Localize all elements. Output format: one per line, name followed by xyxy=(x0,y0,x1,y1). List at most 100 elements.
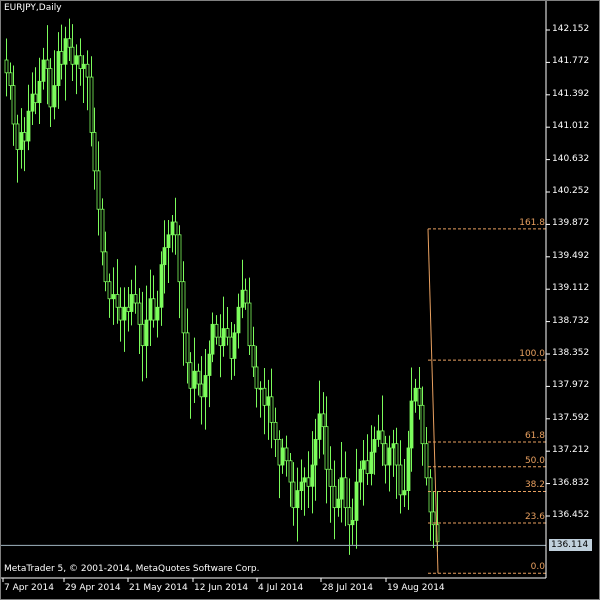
fibonacci-level-label: 161.8 xyxy=(519,217,545,228)
candle-body xyxy=(15,123,20,150)
candle-body xyxy=(376,430,381,440)
candle-body xyxy=(258,387,263,390)
price-tick-label: 139.112 xyxy=(552,283,590,294)
time-tick-label: 4 Jul 2014 xyxy=(258,583,304,593)
candle-body xyxy=(92,132,97,172)
price-tick-label: 136.832 xyxy=(552,477,590,488)
time-tick-label: 28 Jul 2014 xyxy=(322,583,373,593)
price-tick-label: 141.772 xyxy=(552,56,590,67)
candle-body xyxy=(185,332,190,364)
candle-body xyxy=(166,234,171,248)
candle-body xyxy=(70,46,75,65)
candle-body xyxy=(232,332,237,359)
candle-body xyxy=(196,370,201,385)
candle-body xyxy=(52,85,57,108)
candle-body xyxy=(133,294,138,304)
candle-body xyxy=(140,323,145,347)
candle-body xyxy=(210,323,215,355)
fibonacci-levels xyxy=(427,228,546,574)
price-tick-label: 140.252 xyxy=(552,186,590,196)
candle-body xyxy=(192,370,197,389)
price-tick-label: 136.452 xyxy=(552,510,590,520)
candle-body xyxy=(420,404,425,445)
candle-body xyxy=(155,306,160,321)
price-tick-label: 139.872 xyxy=(552,218,590,229)
candle-body xyxy=(428,477,433,513)
candle-body xyxy=(170,221,175,236)
candle-body xyxy=(306,477,311,487)
candle-body xyxy=(111,294,116,300)
candle-body xyxy=(321,413,326,428)
time-tick-label: 7 Apr 2014 xyxy=(4,583,54,593)
price-tick-label: 137.212 xyxy=(552,445,590,456)
candle-body xyxy=(188,362,193,389)
candle-body xyxy=(354,481,359,521)
candle-body xyxy=(295,490,300,509)
candle-body xyxy=(247,302,252,347)
price-tick-label: 142.152 xyxy=(552,24,590,34)
candle-body xyxy=(74,55,79,65)
candle-body xyxy=(203,375,208,398)
candle-body xyxy=(173,221,178,236)
candle-body xyxy=(137,302,142,325)
candle-body xyxy=(218,336,223,347)
candle-body xyxy=(115,294,120,308)
candle-body xyxy=(85,63,90,78)
price-tick-label: 141.012 xyxy=(552,121,590,132)
candle-body xyxy=(424,443,429,479)
candle-body xyxy=(45,59,50,69)
candle-body xyxy=(181,281,186,334)
candle-body xyxy=(262,387,267,406)
candle-body xyxy=(402,490,407,496)
candle-body xyxy=(302,477,307,483)
candle-body xyxy=(107,281,112,300)
copyright-text: MetaTrader 5, © 2001-2014, MetaQuotes So… xyxy=(4,564,260,574)
candle-body xyxy=(288,460,293,483)
candle-body xyxy=(214,323,219,338)
candle-body xyxy=(254,366,259,389)
candle-body xyxy=(96,170,101,210)
price-tick-label: 141.392 xyxy=(552,88,590,99)
candle-body xyxy=(417,387,422,406)
candle-body xyxy=(387,447,392,466)
price-tick-label: 140.632 xyxy=(552,153,590,164)
candle-body xyxy=(391,443,396,449)
candle-body xyxy=(48,68,53,108)
candle-body xyxy=(409,400,414,449)
candle-body xyxy=(277,439,282,466)
candle-body xyxy=(122,306,127,321)
candle-body xyxy=(284,447,289,462)
price-tick-label: 137.592 xyxy=(552,412,590,423)
candle-body xyxy=(372,439,377,453)
candle-body xyxy=(343,477,348,509)
candle-body xyxy=(30,93,35,112)
candle-body xyxy=(369,451,374,474)
candle-body xyxy=(22,132,27,142)
fibonacci-trend-line[interactable] xyxy=(427,228,439,574)
candle-body xyxy=(41,59,46,82)
candle-body xyxy=(59,51,64,65)
candle-body xyxy=(159,264,164,308)
candle-body xyxy=(317,413,322,440)
candle-body xyxy=(162,247,167,266)
candle-body xyxy=(89,76,94,133)
candle-body xyxy=(358,468,363,483)
candle-body xyxy=(177,234,182,283)
candle-body xyxy=(324,426,329,470)
candle-body xyxy=(299,481,304,491)
time-tick-label: 29 Apr 2014 xyxy=(65,583,121,593)
candle-body xyxy=(398,464,403,496)
candle-body xyxy=(243,289,248,304)
candle-body xyxy=(273,421,278,440)
candle-body xyxy=(313,439,318,466)
candle-body xyxy=(350,520,355,526)
candles xyxy=(4,18,440,555)
price-tick-label: 139.492 xyxy=(552,250,590,261)
fibonacci-level-label: 23.6 xyxy=(524,511,545,522)
candle-body xyxy=(129,294,134,312)
candle-body xyxy=(78,55,83,69)
time-tick-label: 21 May 2014 xyxy=(129,583,188,593)
candle-body xyxy=(37,80,42,104)
